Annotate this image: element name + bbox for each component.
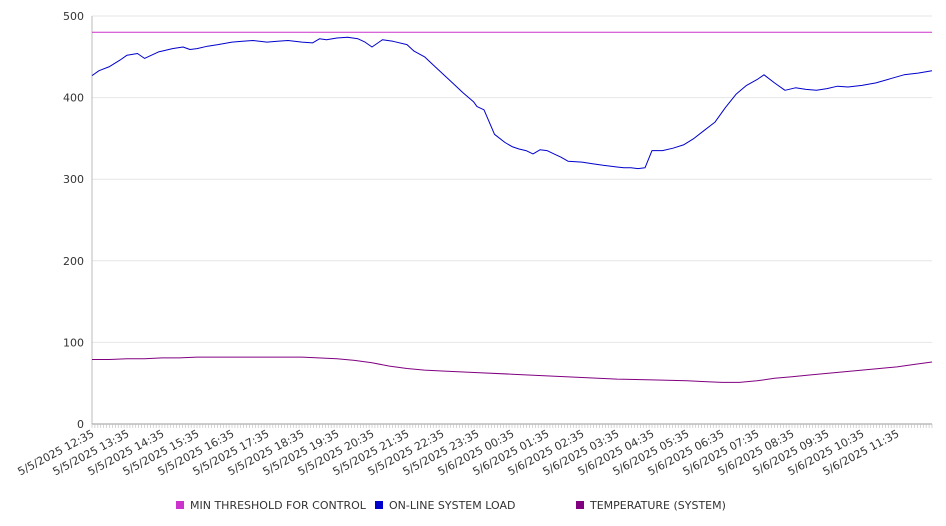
series-line-temperature-system (92, 356, 933, 383)
legend-swatch (576, 501, 584, 509)
series-line-on-line-system-load (91, 36, 933, 170)
axes (91, 16, 933, 428)
y-tick-label: 100 (63, 336, 84, 349)
x-axis-ticks: 5/5/2025 12:355/5/2025 13:355/5/2025 14:… (16, 427, 902, 478)
gridlines (92, 15, 932, 343)
y-tick-label: 500 (63, 10, 84, 23)
y-tick-label: 200 (63, 255, 84, 268)
legend-label: MIN THRESHOLD FOR CONTROL (190, 499, 367, 512)
y-axis-ticks: 0 100 200 300 400 500 (63, 10, 84, 431)
legend-swatch (375, 501, 383, 509)
series-lines (91, 31, 933, 383)
y-tick-label: 300 (63, 173, 84, 186)
y-tick-label: 400 (63, 92, 84, 105)
legend-swatch (176, 501, 184, 509)
legend-label: TEMPERATURE (SYSTEM) (589, 499, 726, 512)
legend: MIN THRESHOLD FOR CONTROL ON-LINE SYSTEM … (176, 499, 726, 512)
y-tick-label: 0 (77, 418, 84, 431)
legend-label: ON-LINE SYSTEM LOAD (389, 499, 515, 512)
